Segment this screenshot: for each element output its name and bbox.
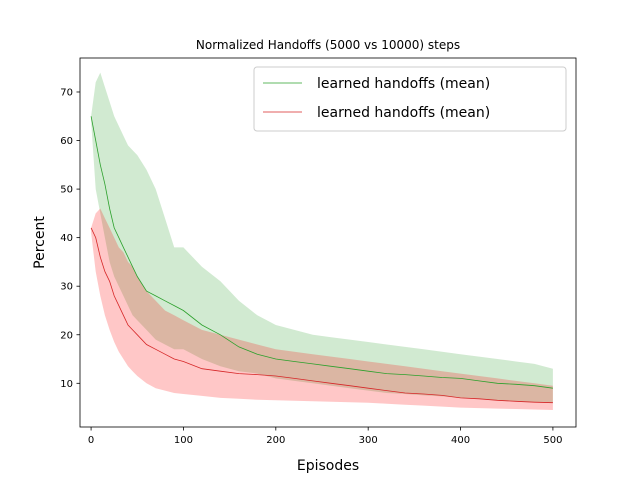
series-2-line — [90, 227, 553, 404]
plot-frame — [79, 57, 577, 428]
legend-label-2: learned handoffs (mean) — [317, 105, 490, 121]
y-axis-label: Percent — [32, 216, 48, 269]
x-tick-label: 500 — [543, 435, 562, 446]
legend-label-1: learned handoffs (mean) — [317, 76, 490, 92]
x-tick-label: 0 — [88, 435, 94, 446]
chart-title: Normalized Handoffs (5000 vs 10000) step… — [196, 38, 460, 52]
x-tick-label: 100 — [174, 435, 193, 446]
legend-box — [253, 66, 567, 132]
x-tick-label: 400 — [451, 435, 470, 446]
x-tick-label: 300 — [359, 435, 378, 446]
confidence-bands — [91, 72, 553, 410]
y-axis: 10 20 30 40 50 60 70 — [60, 87, 80, 390]
series-1-line — [90, 116, 553, 389]
series-lines — [90, 116, 553, 404]
series-1-band — [91, 72, 553, 403]
y-tick-label: 50 — [60, 185, 73, 196]
legend: learned handoffs (mean) learned handoffs … — [253, 66, 567, 132]
y-tick-label: 40 — [60, 233, 73, 244]
y-tick-label: 30 — [60, 282, 73, 293]
y-tick-label: 10 — [60, 379, 73, 390]
x-axis-label: Episodes — [297, 458, 359, 474]
y-tick-label: 70 — [60, 87, 73, 98]
y-tick-label: 60 — [60, 136, 73, 147]
x-tick-label: 200 — [266, 435, 285, 446]
y-tick-label: 20 — [60, 330, 73, 341]
series-2-band — [91, 208, 553, 410]
x-axis: 0 100 200 300 400 500 — [88, 427, 562, 446]
